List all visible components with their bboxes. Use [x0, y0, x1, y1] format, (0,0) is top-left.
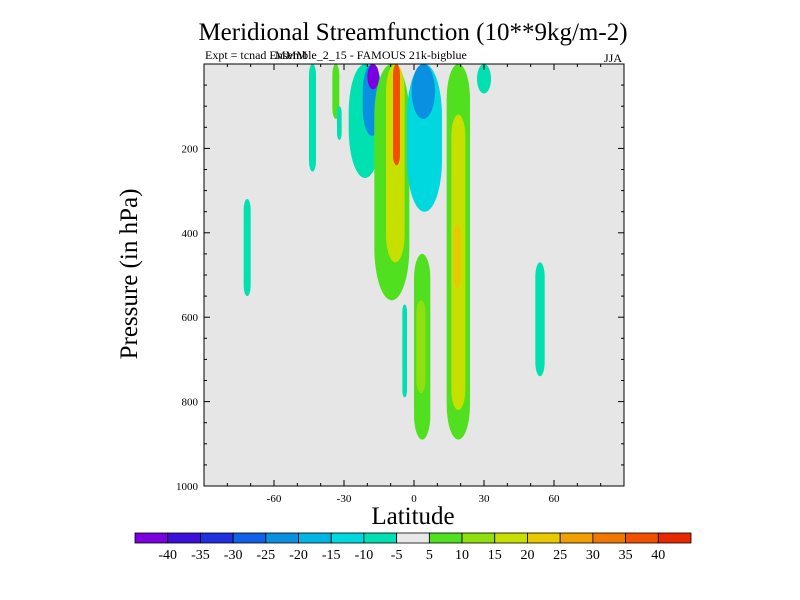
contour-nh-upper-negative [477, 64, 491, 94]
contour-sh-upper-strip-32 [332, 64, 340, 119]
y-tick-label: 800 [182, 397, 199, 409]
colorbar-swatch [461, 532, 496, 544]
colorbar: -40 -35 -30 -25 -20 -15 -10 -5 5 10 15 20 25 30 35 40 [134, 532, 692, 563]
colorbar-label: 25 [553, 548, 567, 563]
y-axis-label: Pressure (in hPa) [116, 189, 143, 360]
colorbar-swatch [396, 532, 430, 544]
colorbar-label: 35 [619, 548, 633, 563]
y-tick-label: 400 [182, 228, 199, 240]
contour-sh-lobe-45 [309, 64, 316, 172]
season-label: JJA [604, 51, 622, 65]
colorbar-swatch [625, 532, 659, 544]
contour-tropical-negative-inner [411, 64, 435, 119]
contour-nh-positive-core [453, 224, 461, 288]
contour-regions [243, 64, 545, 440]
contour-sh-upper-strip-32-edge [337, 106, 342, 140]
contour-hadley-cell-core [393, 64, 400, 166]
chart-subtitle: Expt = tcnad Ensemble_2_15 - FAMOUS 21k-… [205, 48, 467, 62]
colorbar-swatch [265, 532, 299, 544]
colorbar-label: 10 [455, 548, 469, 563]
colorbar-swatch [428, 532, 463, 544]
y-tick-label: 200 [182, 143, 199, 155]
colorbar-swatch [330, 532, 365, 544]
colorbar-label: 30 [586, 548, 600, 563]
colorbar-label: -15 [322, 548, 341, 563]
contour-negative-cell-core [367, 64, 379, 90]
colorbar-label: -10 [355, 548, 374, 563]
y-tick-label: 1000 [176, 481, 199, 493]
colorbar-swatch [134, 532, 169, 544]
x-axis-label: Latitude [371, 503, 454, 530]
x-tick-label: 0 [411, 493, 417, 505]
colorbar-label: -30 [224, 548, 243, 563]
contour-nh-isolated-55 [535, 262, 545, 377]
colorbar-label: 15 [488, 548, 502, 563]
colorbar-label: 40 [651, 548, 665, 563]
y-axis-ticks: 200 400 600 800 1000 [176, 63, 624, 493]
x-tick-label: -30 [337, 493, 352, 505]
colorbar-label: -20 [289, 548, 308, 563]
chart-subtitle-overprint: MMM [275, 48, 307, 62]
colorbar-label: -5 [391, 548, 403, 563]
contour-equatorial-lower-positive-core [416, 300, 426, 394]
chart-title: Meridional Streamfunction (10**9kg/m-2) [198, 19, 627, 46]
colorbar-label: -35 [191, 548, 210, 563]
x-axis-ticks: -60 -30 0 30 60 [203, 64, 625, 505]
x-tick-label: 60 [549, 493, 561, 505]
colorbar-swatch [200, 532, 234, 544]
colorbar-swatch [657, 532, 692, 544]
colorbar-swatch [527, 532, 561, 544]
colorbar-label: -25 [256, 548, 275, 563]
colorbar-swatch [494, 532, 528, 544]
colorbar-label: -40 [158, 548, 177, 563]
colorbar-swatch [363, 532, 398, 544]
colorbar-swatch [167, 532, 201, 544]
colorbar-swatch [559, 532, 594, 544]
colorbar-swatch [298, 532, 332, 544]
colorbar-label: 5 [426, 548, 433, 563]
y-tick-label: 600 [182, 312, 199, 324]
colorbar-swatch [592, 532, 626, 544]
colorbar-label: 20 [520, 548, 534, 563]
x-tick-label: 30 [479, 493, 491, 505]
contour-equatorial-lower-negative [402, 304, 407, 398]
contour-sh-isolated-70 [243, 199, 251, 297]
colorbar-swatch [232, 532, 267, 544]
x-tick-label: -60 [267, 493, 282, 505]
